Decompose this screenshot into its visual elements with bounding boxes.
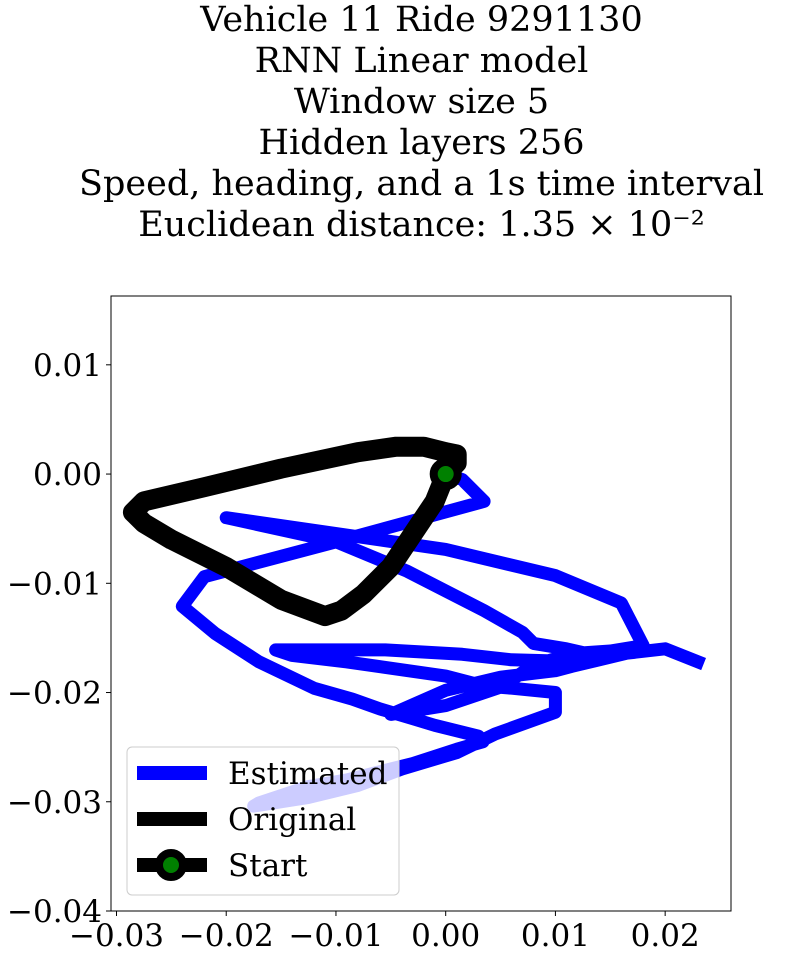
legend-label-start: Start [228, 848, 308, 884]
legend-label-original: Original [228, 802, 356, 838]
x-tick-label: 0.02 [631, 918, 700, 954]
x-tick-label: 0.00 [411, 918, 480, 954]
y-tick-label: −0.01 [7, 566, 102, 602]
title-line-1: Vehicle 11 Ride 9291130 [200, 0, 643, 40]
y-tick-label: 0.00 [33, 457, 102, 493]
title-line-6: Euclidean distance: 1.35 × 10⁻² [138, 205, 705, 245]
title-line-2: RNN Linear model [254, 41, 589, 81]
y-tick-label: −0.03 [7, 785, 102, 821]
start-marker [429, 458, 462, 491]
y-tick-label: −0.02 [7, 676, 102, 712]
series-layer [122, 436, 707, 813]
legend: Estimated Original Start [126, 746, 400, 896]
x-tick-label: 0.01 [521, 918, 590, 954]
y-tick-label: 0.01 [33, 348, 102, 384]
x-tick-label: −0.01 [288, 918, 383, 954]
series-line-estimated [175, 467, 707, 813]
x-tick-label: −0.02 [179, 918, 274, 954]
axes-frame [110, 295, 732, 912]
x-tick-label: −0.03 [69, 918, 164, 954]
legend-marker-start [155, 849, 187, 881]
title-line-5: Speed, heading, and a 1s time interval [78, 164, 765, 204]
title-line-3: Window size 5 [293, 82, 550, 122]
chart-title: Vehicle 11 Ride 9291130 RNN Linear model… [0, 0, 795, 246]
ticks-layer: −0.03 −0.02 −0.01 0.00 0.01 0.02 0.01 0.00 −0.01… [7, 348, 700, 954]
title-line-4: Hidden layers 256 [258, 123, 585, 163]
legend-label-estimated: Estimated [228, 756, 387, 792]
y-tick-label: −0.04 [7, 894, 102, 930]
series-line-original [122, 436, 467, 627]
